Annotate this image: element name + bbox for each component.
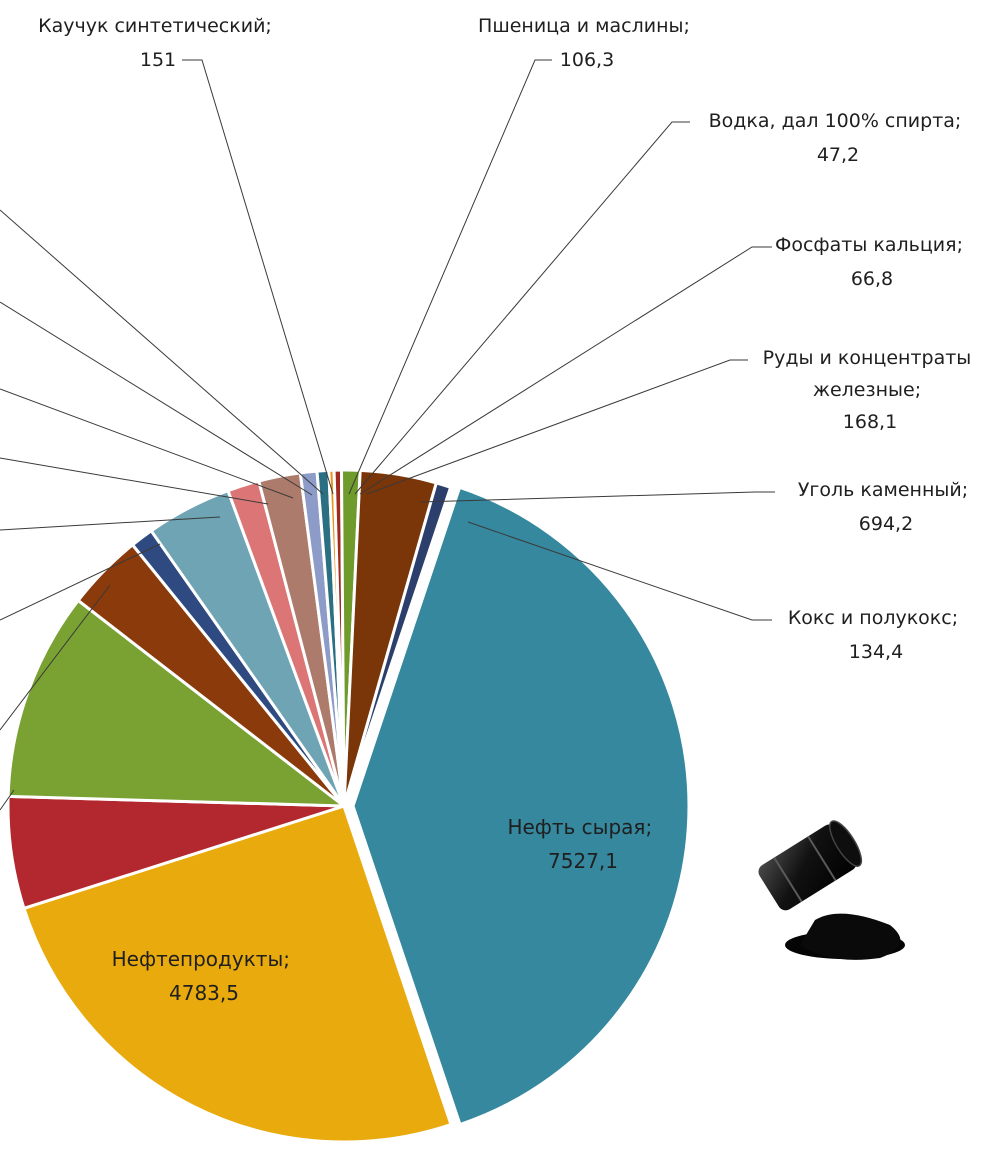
leader-unlabeled-1 — [0, 209, 324, 495]
label-ores: Руды и концентраты железные; 168,1 — [763, 347, 978, 433]
leader-wheat — [348, 59, 552, 495]
pie-slices — [6, 468, 691, 1144]
label-phosphates: Фосфаты кальция; 66,8 — [775, 234, 969, 290]
leader-lines — [0, 59, 775, 811]
label-coal: Уголь каменный; 694,2 — [798, 479, 974, 535]
leader-unlabeled-4 — [0, 457, 269, 505]
label-petro: Нефтепродукты; 4783,5 — [112, 947, 297, 1005]
leader-unlabeled-8 — [0, 789, 15, 811]
leader-ores — [366, 359, 748, 495]
leader-coal — [419, 491, 775, 503]
leader-vodka — [354, 121, 690, 495]
label-vodka: Водка, дал 100% спирта; 47,2 — [709, 110, 968, 166]
pie-slice-1 — [351, 485, 691, 1127]
label-kauchuk: Каучук синтетический; 151 — [38, 15, 278, 71]
oil-barrel-spill-icon — [758, 820, 905, 960]
leader-coke — [467, 521, 772, 621]
leader-kauchuk — [182, 59, 334, 495]
leader-unlabeled-2 — [0, 301, 313, 496]
leader-unlabeled-7 — [0, 584, 111, 731]
data-labels: Каучук синтетический; 151 Пшеница и масл… — [38, 15, 978, 1005]
pie-slice-2 — [22, 804, 453, 1144]
leader-phosphates — [359, 246, 772, 495]
label-wheat: Пшеница и маслины; 106,3 — [478, 15, 696, 71]
leader-unlabeled-6 — [0, 543, 161, 621]
label-oil: Нефть сырая; 7527,1 — [507, 815, 658, 873]
pie-slice-16 — [342, 481, 453, 807]
label-coke: Кокс и полукокс; 134,4 — [788, 607, 964, 663]
leader-unlabeled-3 — [0, 388, 294, 499]
leader-unlabeled-5 — [0, 516, 221, 531]
